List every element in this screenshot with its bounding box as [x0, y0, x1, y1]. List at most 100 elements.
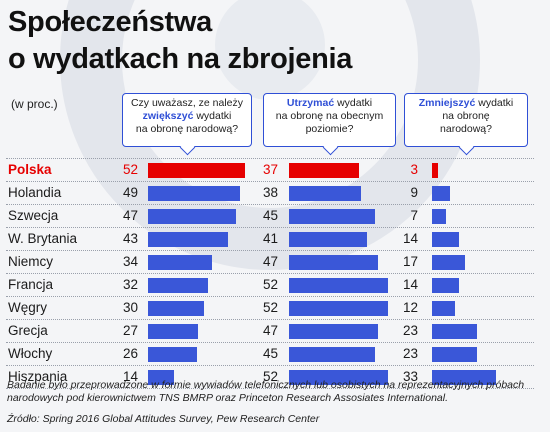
chart-title-line-2: o wydatkach na zbrojenia	[8, 43, 353, 75]
value-label-maintain: 47	[262, 254, 278, 269]
country-label: Szwecja	[8, 208, 59, 223]
value-label-increase: 49	[122, 185, 138, 200]
bar-maintain	[289, 370, 388, 385]
bar-increase	[148, 209, 236, 224]
country-label: Niemcy	[8, 254, 54, 269]
row-separator	[6, 158, 534, 159]
bar-maintain	[289, 232, 367, 247]
value-label-decrease: 7	[410, 208, 418, 223]
question-maintain-line-1: Utrzymać wydatki	[268, 97, 391, 110]
country-label: Włochy	[8, 346, 53, 361]
question-box-maintain: Utrzymać wydatki na obronę na obecnym po…	[263, 93, 396, 147]
value-label-decrease: 12	[402, 300, 418, 315]
unit-label: (w proc.)	[11, 97, 58, 111]
bar-decrease	[432, 370, 497, 385]
value-label-maintain: 45	[262, 208, 278, 223]
question-maintain-rest: wydatki	[337, 97, 373, 109]
bar-decrease	[432, 301, 456, 316]
bar-increase	[148, 324, 199, 339]
question-decrease-line-1: Zmniejszyć wydatki	[409, 97, 523, 110]
chart-title-line-1: Społeczeństwa	[8, 6, 212, 38]
bar-decrease	[432, 278, 460, 293]
value-label-increase: 30	[122, 300, 138, 315]
bar-maintain	[289, 209, 375, 224]
question-decrease-rest: wydatki	[478, 97, 514, 109]
value-label-maintain: 41	[262, 231, 278, 246]
row-separator	[6, 388, 534, 389]
question-increase-line-3: na obronę narodową?	[135, 123, 239, 135]
bar-increase	[148, 255, 212, 270]
bar-maintain	[289, 324, 379, 339]
row-separator	[6, 319, 534, 320]
value-label-decrease: 14	[402, 231, 418, 246]
bar-increase	[148, 301, 205, 316]
row-separator	[6, 227, 534, 228]
bar-increase	[148, 278, 208, 293]
value-label-maintain: 52	[262, 300, 278, 315]
country-label: Hiszpania	[8, 369, 68, 384]
value-label-maintain: 37	[262, 162, 278, 177]
row-separator	[6, 204, 534, 205]
country-label: Grecja	[8, 323, 48, 338]
bar-maintain	[289, 255, 379, 270]
question-maintain-line-3: poziomie?	[305, 123, 354, 135]
row-separator	[6, 365, 534, 366]
value-label-decrease: 23	[402, 346, 418, 361]
value-label-decrease: 33	[402, 369, 418, 384]
bar-decrease	[432, 232, 460, 247]
value-label-decrease: 14	[402, 277, 418, 292]
bar-decrease	[432, 209, 446, 224]
bar-decrease	[432, 186, 450, 201]
bar-maintain	[289, 163, 360, 178]
value-label-maintain: 52	[262, 277, 278, 292]
question-decrease-keyword: Zmniejszyć	[418, 97, 476, 109]
row-separator	[6, 342, 534, 343]
bar-maintain	[289, 278, 388, 293]
country-label: Polska	[8, 162, 52, 177]
question-box-decrease: Zmniejszyć wydatki na obronę narodową?	[404, 93, 528, 147]
country-label: Francja	[8, 277, 54, 292]
question-decrease-line-2: na obronę	[442, 110, 490, 122]
question-increase-line-2: zwiększyć wydatki	[127, 110, 247, 123]
value-label-increase: 43	[122, 231, 138, 246]
value-label-maintain: 45	[262, 346, 278, 361]
question-maintain-keyword: Utrzymać	[286, 97, 335, 109]
row-separator	[6, 181, 534, 182]
country-label: Holandia	[8, 185, 62, 200]
question-box-increase: Czy uważasz, ze należy zwiększyć wydatki…	[122, 93, 252, 147]
bar-maintain	[289, 186, 362, 201]
bar-decrease	[432, 347, 477, 362]
value-label-increase: 14	[122, 369, 138, 384]
bar-decrease	[432, 163, 438, 178]
country-label: Węgry	[8, 300, 48, 315]
value-label-decrease: 17	[402, 254, 418, 269]
value-label-increase: 27	[122, 323, 138, 338]
methodology-note: Badanie było przeprowadzone w formie wyw…	[7, 379, 525, 404]
bar-increase	[148, 232, 229, 247]
row-separator	[6, 296, 534, 297]
source-note: Źródło: Spring 2016 Global Attitudes Sur…	[7, 413, 320, 425]
value-label-increase: 26	[122, 346, 138, 361]
bar-increase	[148, 163, 246, 178]
question-increase-keyword: zwiększyć	[142, 110, 194, 122]
country-label: W. Brytania	[8, 231, 78, 246]
row-separator	[6, 250, 534, 251]
value-label-increase: 34	[122, 254, 138, 269]
bar-increase	[148, 186, 240, 201]
value-label-decrease: 9	[410, 185, 418, 200]
bar-increase	[148, 370, 175, 385]
bar-maintain	[289, 301, 388, 316]
value-label-increase: 32	[122, 277, 138, 292]
question-decrease-line-3: narodową?	[440, 123, 492, 135]
value-label-increase: 52	[122, 162, 138, 177]
bar-maintain	[289, 347, 375, 362]
value-label-increase: 47	[122, 208, 138, 223]
value-label-decrease: 23	[402, 323, 418, 338]
value-label-maintain: 38	[262, 185, 278, 200]
value-label-decrease: 3	[410, 162, 418, 177]
bar-increase	[148, 347, 197, 362]
question-maintain-line-2: na obronę na obecnym	[275, 110, 384, 122]
question-increase-line-1: Czy uważasz, ze należy	[130, 97, 244, 109]
row-separator	[6, 273, 534, 274]
value-label-maintain: 52	[262, 369, 278, 384]
